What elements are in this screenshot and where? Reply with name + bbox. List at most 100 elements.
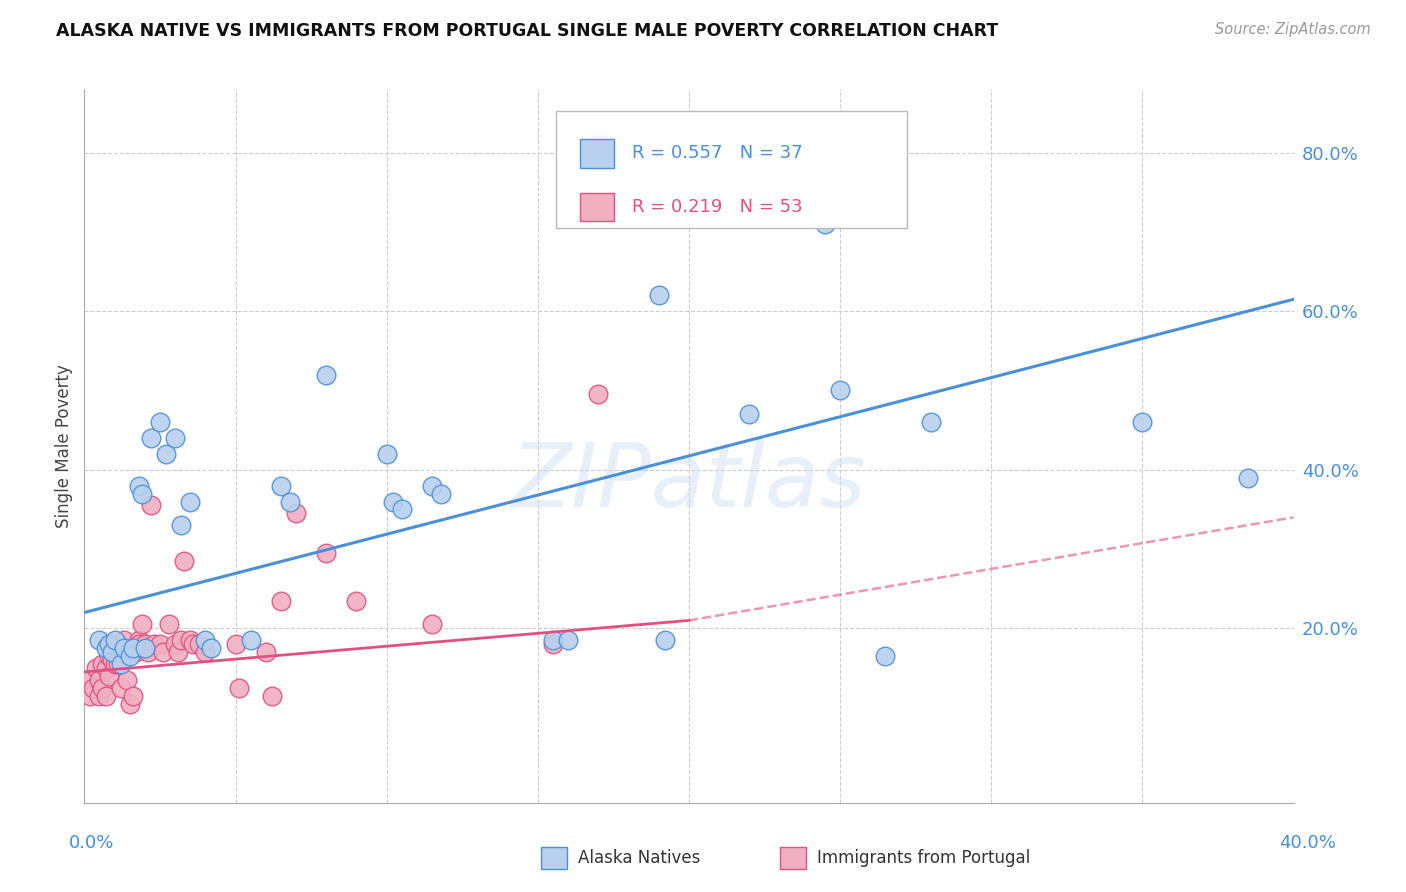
Point [86, 661, 108, 675]
Point [163, 431, 186, 445]
Point [270, 593, 292, 607]
Point [121, 689, 143, 703]
Point [420, 617, 443, 632]
Point [875, 649, 897, 664]
Point [110, 681, 132, 695]
Point [97, 669, 120, 683]
Y-axis label: Single Male Poverty: Single Male Poverty [55, 364, 73, 528]
Point [181, 637, 204, 651]
Point [170, 633, 193, 648]
Point [179, 633, 201, 648]
Point [91, 657, 114, 671]
Point [260, 689, 283, 703]
Point [79, 689, 101, 703]
Point [173, 554, 195, 568]
Point [194, 645, 217, 659]
Point [157, 617, 180, 632]
Text: Alaska Natives: Alaska Natives [578, 849, 700, 867]
Point [128, 633, 150, 648]
Point [134, 637, 156, 651]
Point [152, 645, 174, 659]
Point [155, 447, 177, 461]
Text: ZIPatlas: ZIPatlas [512, 439, 866, 524]
Point [100, 645, 122, 659]
Point [100, 641, 122, 656]
Point [647, 288, 671, 302]
Point [82, 681, 104, 695]
Point [170, 518, 193, 533]
Point [89, 673, 111, 687]
Point [89, 689, 111, 703]
Point [125, 645, 148, 659]
Point [112, 641, 135, 656]
Text: R = 0.557   N = 37: R = 0.557 N = 37 [633, 145, 803, 162]
Text: 40.0%: 40.0% [1279, 834, 1336, 852]
Point [654, 633, 676, 648]
Point [139, 499, 162, 513]
Point [149, 415, 172, 429]
Point [128, 637, 150, 651]
Point [381, 494, 404, 508]
Text: Immigrants from Portugal: Immigrants from Portugal [817, 849, 1031, 867]
Point [94, 641, 117, 656]
Point [557, 633, 579, 648]
Point [1237, 471, 1260, 485]
Bar [581, 193, 614, 221]
Point [284, 507, 308, 521]
Point [188, 637, 211, 651]
Point [1130, 415, 1153, 429]
Point [112, 641, 135, 656]
Text: ALASKA NATIVE VS IMMIGRANTS FROM PORTUGAL SINGLE MALE POVERTY CORRELATION CHART: ALASKA NATIVE VS IMMIGRANTS FROM PORTUGA… [56, 22, 998, 40]
Point [134, 641, 156, 656]
Point [118, 649, 141, 664]
Point [94, 689, 117, 703]
Point [76, 673, 98, 687]
Point [541, 633, 564, 648]
Point [738, 407, 761, 421]
Point [346, 593, 368, 607]
Point [89, 633, 111, 648]
Point [136, 645, 159, 659]
Point [430, 486, 453, 500]
Point [179, 494, 201, 508]
Point [115, 673, 138, 687]
Point [121, 641, 143, 656]
Point [104, 637, 127, 651]
Point [239, 633, 262, 648]
Point [107, 657, 129, 671]
Point [315, 546, 337, 560]
Point [225, 637, 247, 651]
Point [541, 637, 564, 651]
Point [94, 661, 117, 675]
Point [830, 384, 852, 398]
Point [254, 645, 277, 659]
Point [131, 617, 153, 632]
Point [131, 486, 153, 500]
Point [91, 681, 114, 695]
Point [97, 649, 120, 664]
Point [375, 447, 398, 461]
Point [814, 217, 837, 231]
Point [200, 641, 222, 656]
Text: 0.0%: 0.0% [69, 834, 114, 852]
Text: R = 0.219   N = 53: R = 0.219 N = 53 [633, 198, 803, 216]
Point [104, 657, 127, 671]
Point [139, 431, 162, 445]
Point [588, 387, 610, 401]
Point [420, 478, 443, 492]
FancyBboxPatch shape [555, 111, 907, 228]
Point [118, 697, 141, 711]
Point [194, 633, 217, 648]
Point [100, 653, 122, 667]
Point [128, 478, 150, 492]
Point [104, 633, 127, 648]
Point [228, 681, 250, 695]
Point [110, 657, 132, 671]
Point [920, 415, 942, 429]
Point [167, 645, 190, 659]
Point [278, 494, 301, 508]
Point [97, 637, 120, 651]
Point [315, 368, 337, 382]
Bar [581, 139, 614, 168]
Point [270, 478, 292, 492]
